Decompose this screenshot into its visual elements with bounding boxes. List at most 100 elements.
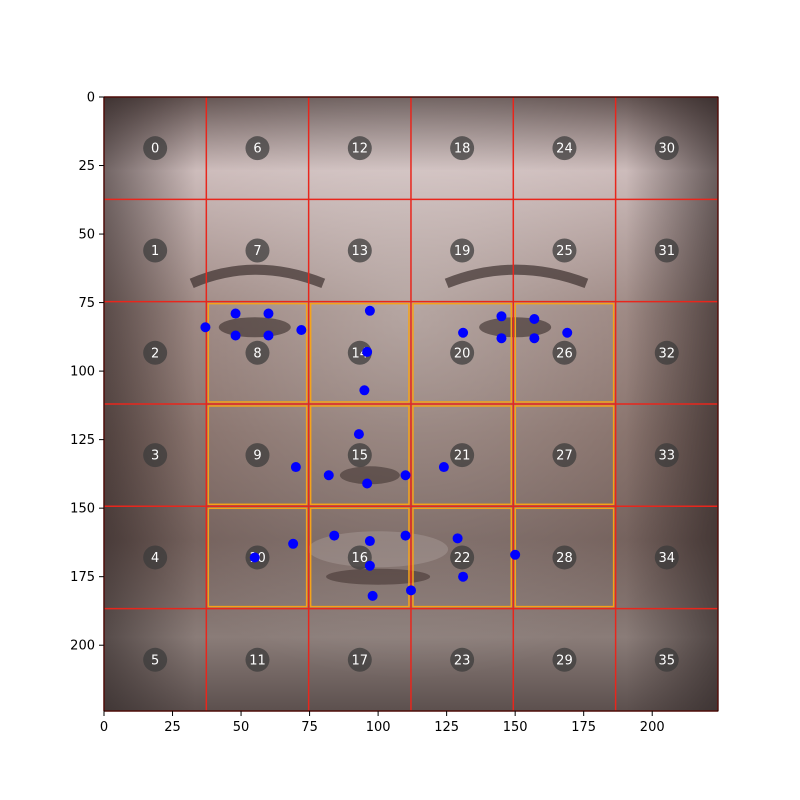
highlight-cell-16 (309, 507, 410, 608)
cell-marker-19 (450, 238, 475, 263)
landmark-point (406, 585, 416, 596)
cell-marker-31 (654, 238, 679, 263)
highlight-cell-26 (514, 302, 615, 403)
landmark-point (288, 538, 299, 549)
cell-label-2: 2 (151, 346, 159, 361)
y-tick-label: 100 (70, 365, 95, 380)
y-tick-label: 0 (87, 91, 95, 106)
nose-shadow (339, 466, 400, 485)
cell-label-5: 5 (151, 653, 159, 668)
landmark-point (359, 385, 370, 396)
cell-marker-35 (654, 647, 679, 672)
landmark-point (364, 536, 375, 547)
cell-marker-28 (552, 545, 577, 570)
y-tick-label: 175 (70, 570, 95, 585)
mouth-shape (326, 568, 431, 585)
x-tick-label: 150 (503, 720, 528, 735)
cell-marker-25 (552, 238, 577, 263)
cell-marker-32 (654, 340, 679, 365)
cell-label-16: 16 (352, 551, 369, 566)
highlight-cell-8 (207, 302, 308, 403)
landmark-point (458, 327, 469, 338)
cell-label-22: 22 (454, 551, 471, 566)
landmark-point (496, 333, 507, 344)
right-eyebrow-shape (444, 264, 589, 289)
moustache-shape (308, 531, 449, 568)
cell-label-28: 28 (556, 551, 573, 566)
cell-marker-30 (654, 136, 679, 161)
cell-label-20: 20 (454, 346, 471, 361)
landmark-point (458, 571, 469, 582)
y-tick-label: 25 (78, 159, 95, 174)
landmark-point (362, 478, 373, 489)
cell-marker-0 (143, 136, 168, 161)
y-tick-label: 125 (70, 433, 95, 448)
cell-label-13: 13 (352, 244, 369, 259)
landmark-point (362, 346, 373, 357)
x-tick-label: 0 (100, 720, 108, 735)
landmark-point (529, 333, 540, 344)
plot-frame (103, 96, 719, 712)
cell-marker-7 (245, 238, 270, 263)
cell-label-32: 32 (659, 346, 676, 361)
cell-label-8: 8 (253, 346, 261, 361)
cell-label-27: 27 (556, 449, 573, 464)
highlight-cell-21 (412, 405, 513, 506)
highlight-cell-14 (309, 302, 410, 403)
cell-label-25: 25 (556, 244, 573, 259)
landmark-point (367, 590, 378, 601)
landmark-point (562, 327, 573, 338)
cell-label-19: 19 (454, 244, 471, 259)
x-tick-label: 75 (301, 720, 318, 735)
landmark-point (230, 308, 241, 319)
highlighted-cells (207, 302, 615, 608)
landmark-points (200, 305, 573, 601)
cell-label-6: 6 (253, 142, 261, 157)
landmark-point (263, 330, 274, 341)
cell-label-23: 23 (454, 653, 471, 668)
landmark-point (323, 470, 334, 481)
x-tick-label: 125 (434, 720, 459, 735)
cell-marker-11 (245, 647, 270, 672)
cell-label-11: 11 (249, 653, 266, 668)
landmark-point (400, 530, 411, 541)
cell-marker-20 (450, 340, 475, 365)
cell-label-7: 7 (253, 244, 261, 259)
landmark-point (290, 462, 301, 473)
cell-marker-5 (143, 647, 168, 672)
landmark-point (353, 429, 364, 440)
landmark-point (364, 305, 375, 316)
cell-label-24: 24 (556, 142, 573, 157)
highlight-cell-27 (514, 405, 615, 506)
cell-marker-34 (654, 545, 679, 570)
cell-marker-2 (143, 340, 168, 365)
x-tick-label: 200 (640, 720, 665, 735)
landmark-point (510, 549, 521, 560)
axes: 0 25 50 75 100 125 150 175 200025507510012515017… (70, 91, 719, 735)
cell-index-markers: 0123456789101112131415161718192021222324… (143, 136, 679, 672)
cell-label-33: 33 (659, 449, 676, 464)
cell-label-31: 31 (659, 244, 676, 259)
cell-label-1: 1 (151, 244, 159, 259)
cell-marker-26 (552, 340, 577, 365)
landmark-point (400, 470, 411, 481)
landmark-point (529, 314, 540, 325)
cell-marker-21 (450, 443, 475, 468)
landmark-point (452, 533, 463, 544)
cell-marker-8 (245, 340, 270, 365)
cell-marker-27 (552, 443, 577, 468)
cell-label-17: 17 (352, 653, 369, 668)
landmark-point (438, 462, 449, 473)
cell-marker-33 (654, 443, 679, 468)
highlight-cell-10 (207, 507, 308, 608)
cell-label-0: 0 (151, 142, 159, 157)
x-tick-label: 100 (366, 720, 391, 735)
cell-label-30: 30 (659, 142, 676, 157)
y-tick-label: 150 (70, 502, 95, 517)
cell-marker-18 (450, 136, 475, 161)
landmark-point (249, 552, 260, 563)
highlight-cell-15 (309, 405, 410, 506)
cell-label-12: 12 (352, 142, 369, 157)
cell-marker-12 (347, 136, 372, 161)
